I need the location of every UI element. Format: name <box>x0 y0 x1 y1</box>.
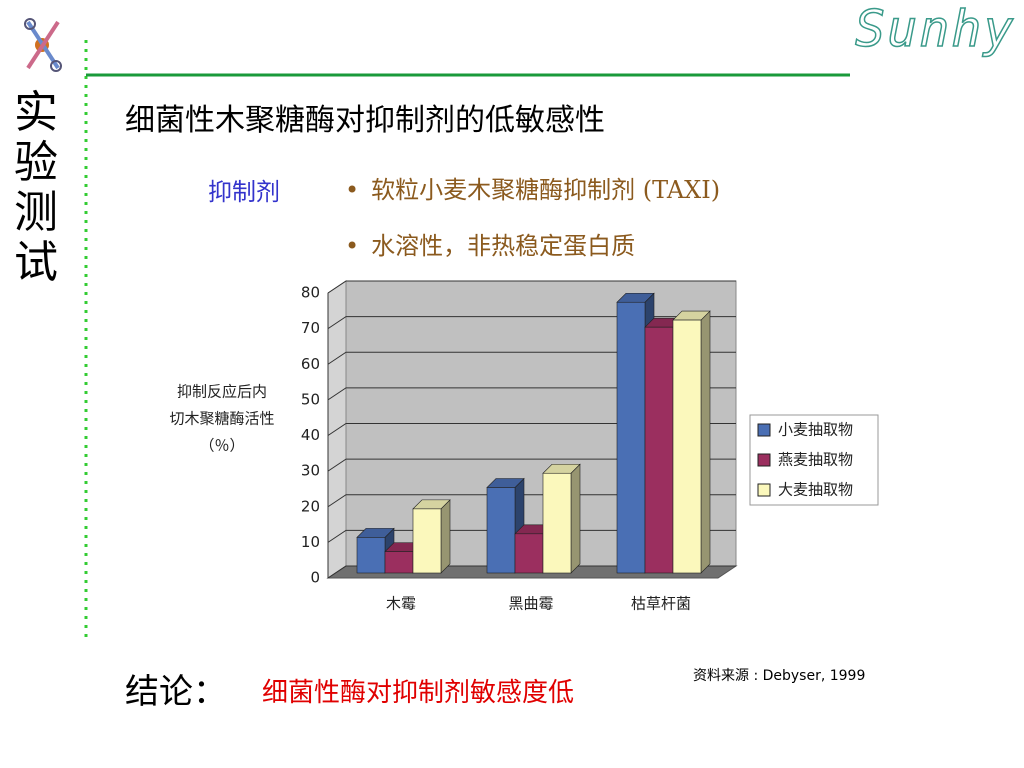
inhibitor-label: 抑制剂 <box>208 178 280 206</box>
source: 资料来源 : Debyser, 1999 <box>693 668 866 684</box>
grid-line <box>327 494 736 508</box>
grid-line <box>327 565 736 579</box>
y-axis-label: （％） <box>199 437 244 455</box>
grid-line <box>327 458 736 472</box>
legend-label: 大麦抽取物 <box>778 481 853 499</box>
y-tick-label: 10 <box>301 533 320 551</box>
grid-line <box>327 529 736 543</box>
x-tick-label: 枯草杆菌 <box>631 595 691 613</box>
bar <box>616 301 646 574</box>
section-title: 实验测试 <box>14 87 58 288</box>
y-tick-label: 80 <box>301 284 320 302</box>
bar <box>356 537 386 574</box>
bar-side <box>700 310 711 574</box>
bar <box>486 487 516 574</box>
y-tick-label: 30 <box>301 462 320 480</box>
conclusion: 细菌性酶对抑制剂敏感度低 <box>262 678 575 708</box>
bar <box>672 319 702 574</box>
legend-swatch <box>757 453 771 467</box>
bar <box>412 508 442 574</box>
x-tick-label: 木霉 <box>386 595 416 613</box>
slide-title: 细菌性木聚糖酶对抑制剂的低敏感性 <box>125 103 605 138</box>
y-tick-label: 0 <box>310 569 320 587</box>
grid-line <box>327 387 736 401</box>
grid-line <box>327 423 736 436</box>
bar <box>514 533 544 574</box>
legend-label: 小麦抽取物 <box>778 421 853 439</box>
y-tick-label: 40 <box>301 426 320 444</box>
bar <box>542 472 572 574</box>
bar <box>384 551 414 574</box>
grid-line <box>327 280 736 294</box>
y-axis-label: 切木聚糖酶活性 <box>169 410 274 428</box>
grid-line <box>327 351 736 365</box>
y-tick-label: 60 <box>301 355 320 373</box>
y-tick-label: 50 <box>301 390 320 408</box>
legend-label: 燕麦抽取物 <box>778 451 853 469</box>
conclusion-label: 结论： <box>125 672 227 712</box>
bullet: 软粒小麦木聚糖酶抑制剂 (TAXI) <box>345 170 720 205</box>
y-tick-label: 70 <box>301 319 320 337</box>
legend-swatch <box>757 483 771 497</box>
bar-side <box>440 499 451 574</box>
grid-line <box>327 316 736 330</box>
legend-swatch <box>757 423 771 437</box>
bar <box>644 326 674 574</box>
logo-icon <box>24 18 62 72</box>
bullet: 水溶性，非热稳定蛋白质 <box>345 226 635 261</box>
y-axis-label: 抑制反应后内 <box>177 383 267 401</box>
bar-side <box>570 463 581 574</box>
logo: Sunhy <box>854 0 1016 59</box>
y-tick-label: 20 <box>301 497 320 515</box>
legend-box <box>749 414 879 506</box>
x-tick-label: 黑曲霉 <box>508 595 553 613</box>
